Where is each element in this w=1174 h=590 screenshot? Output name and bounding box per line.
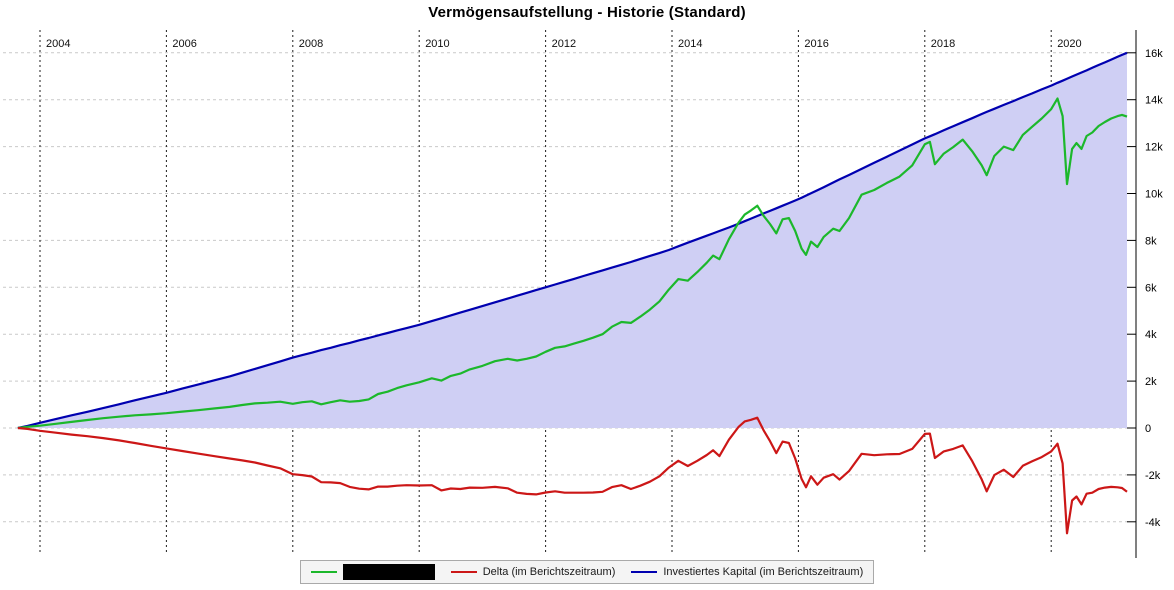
legend-label-invested-capital: Investiertes Kapital (im Berichtszeitrau… bbox=[663, 566, 864, 578]
y-tick-label: 16k bbox=[1145, 48, 1163, 60]
x-tick-label: 2012 bbox=[552, 38, 576, 50]
x-tick-label: 2010 bbox=[425, 38, 449, 50]
chart-title: Vermögensaufstellung - Historie (Standar… bbox=[428, 4, 746, 21]
y-tick-label: -2k bbox=[1145, 470, 1161, 482]
legend-item-portfolio-value bbox=[310, 564, 435, 580]
legend-redacted-label bbox=[342, 564, 435, 580]
x-tick-label: 2008 bbox=[299, 38, 323, 50]
legend-line-swatch-delta bbox=[450, 571, 477, 573]
legend-label-delta: Delta (im Berichtszeitraum) bbox=[482, 566, 616, 578]
delta-line bbox=[17, 416, 1128, 535]
y-tick-label: 6k bbox=[1145, 282, 1157, 294]
x-tick-label: 2004 bbox=[46, 38, 70, 50]
y-tick-label: 10k bbox=[1145, 189, 1163, 201]
legend-item-delta: Delta (im Berichtszeitraum) bbox=[450, 566, 616, 578]
x-tick-label: 2020 bbox=[1057, 38, 1081, 50]
legend-item-invested-capital: Investiertes Kapital (im Berichtszeitrau… bbox=[631, 566, 863, 578]
y-tick-label: 12k bbox=[1145, 142, 1163, 154]
y-tick-label: 8k bbox=[1145, 235, 1157, 247]
y-tick-label: 0 bbox=[1145, 423, 1151, 435]
legend-container: Delta (im Berichtszeitraum) Investiertes … bbox=[0, 560, 1174, 584]
portfolio-value-line bbox=[17, 97, 1128, 430]
x-tick-label: 2014 bbox=[678, 38, 702, 50]
y-tick-label: 4k bbox=[1145, 329, 1157, 341]
invested-capital-area bbox=[17, 52, 1127, 429]
x-tick-label: 2018 bbox=[931, 38, 955, 50]
x-tick-label: 2016 bbox=[804, 38, 828, 50]
y-tick-label: 14k bbox=[1145, 95, 1163, 107]
y-tick-label: 2k bbox=[1145, 376, 1157, 388]
legend: Delta (im Berichtszeitraum) Investiertes … bbox=[299, 560, 875, 584]
legend-line-swatch-portfolio-value bbox=[310, 571, 337, 573]
invested-capital-line bbox=[17, 51, 1128, 430]
x-tick-label: 2006 bbox=[172, 38, 196, 50]
y-tick-label: -4k bbox=[1145, 517, 1161, 529]
legend-line-swatch-invested-capital bbox=[631, 571, 658, 573]
